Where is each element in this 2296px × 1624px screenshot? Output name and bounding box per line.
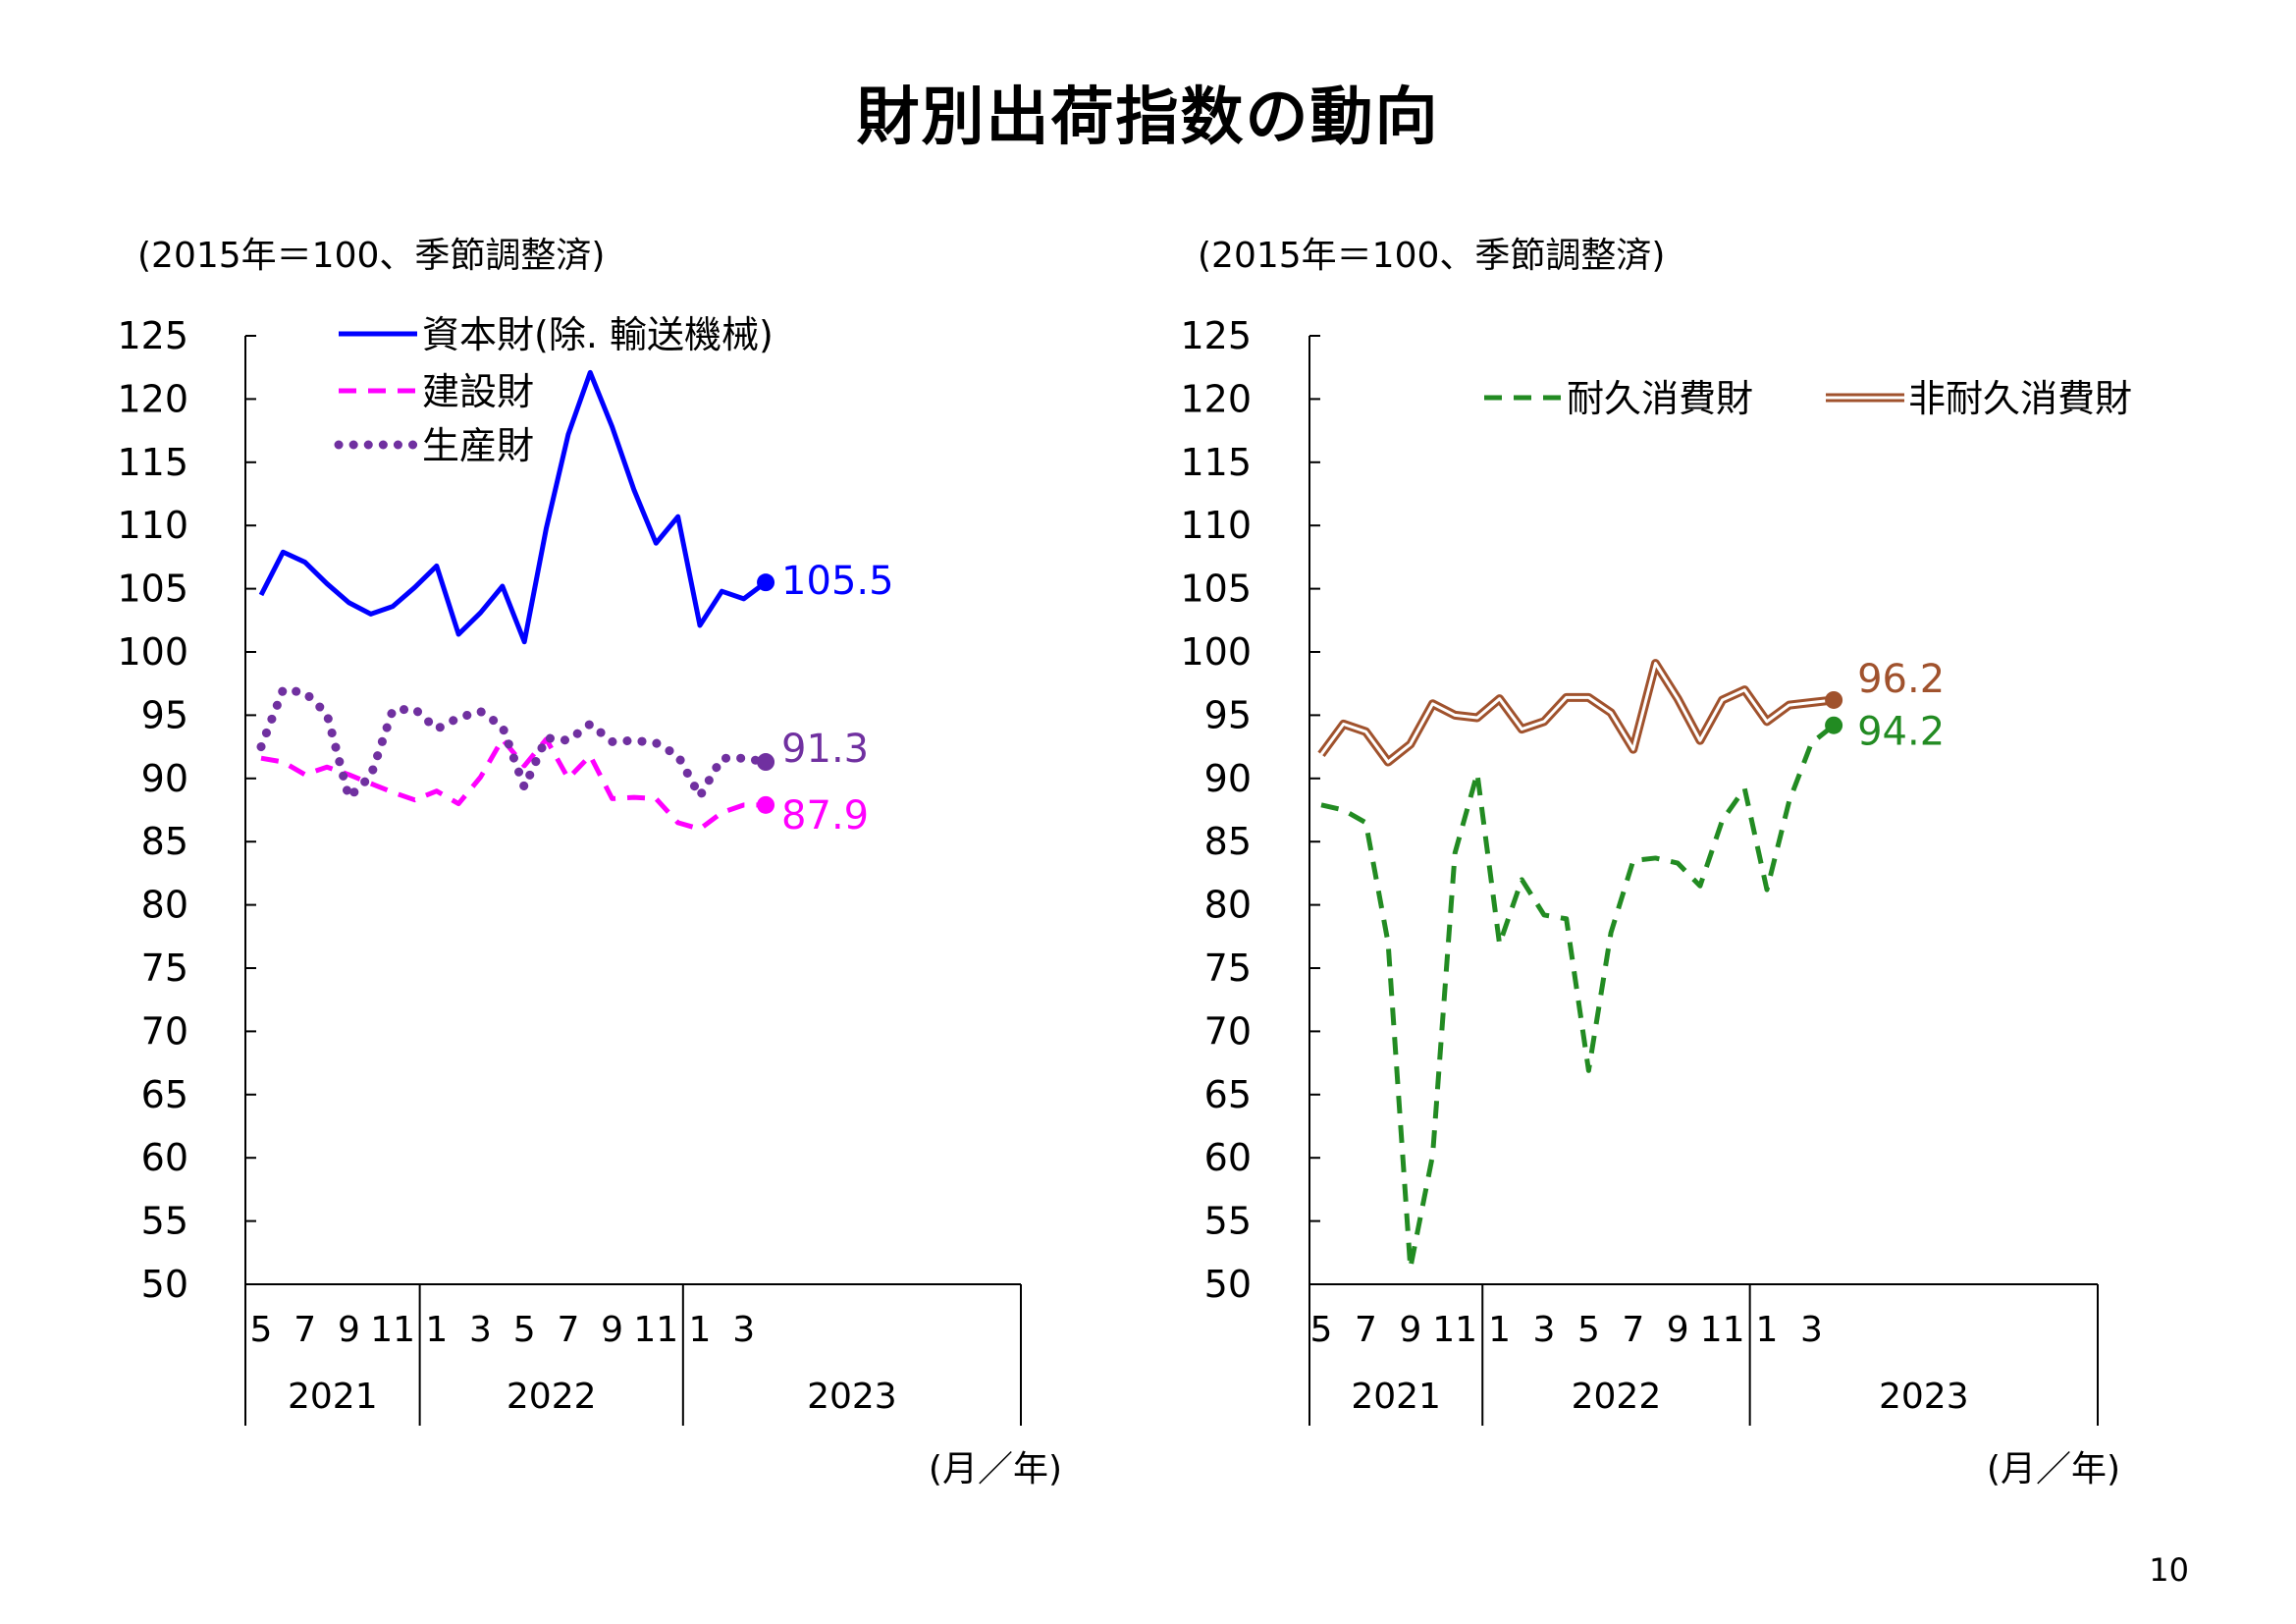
x-tick-label: 1 [1756,1310,1779,1350]
x-tick-label: 9 [338,1310,360,1350]
year-label: 2022 [1572,1377,1662,1417]
end-point-marker [1825,716,1843,734]
end-point-marker [757,795,775,814]
y-tick-label: 55 [141,1200,188,1243]
series-line-producer [256,685,771,802]
year-label: 2022 [507,1377,597,1417]
y-tick-label: 115 [1180,441,1252,484]
y-tick-label: 55 [1204,1200,1252,1243]
legend-label: 生産財 [422,424,534,467]
chart-right-consumer-goods: (2015年＝100、季節調整済)50556065707580859095100… [1180,236,2132,1489]
x-axis-label: (月／年) [929,1449,1062,1489]
y-tick-label: 100 [117,630,188,674]
y-tick-label: 120 [117,377,188,420]
data-label: 91.3 [781,727,869,772]
x-axis-label: (月／年) [1987,1449,2120,1489]
y-tick-label: 115 [117,441,188,484]
x-tick-label: 11 [633,1310,678,1350]
y-tick-label: 100 [1180,630,1252,674]
y-tick-label: 80 [1204,884,1252,927]
y-tick-label: 85 [1204,820,1252,863]
y-tick-label: 120 [1180,377,1252,420]
x-tick-label: 7 [557,1310,579,1350]
y-tick-label: 105 [117,568,188,611]
year-label: 2021 [288,1377,378,1417]
y-tick-label: 65 [141,1073,188,1116]
y-tick-label: 85 [141,820,188,863]
x-tick-label: 9 [601,1310,623,1350]
x-tick-label: 7 [1355,1310,1377,1350]
x-tick-label: 11 [1432,1310,1477,1350]
x-tick-label: 3 [469,1310,492,1350]
y-tick-label: 50 [141,1263,188,1306]
legend-label: 建設財 [422,370,534,413]
y-tick-label: 105 [1180,568,1252,611]
y-tick-label: 70 [1204,1009,1252,1053]
series-line-capital [258,369,768,645]
x-tick-label: 7 [294,1310,316,1350]
page-title: 財別出荷指数の動向 [856,81,1440,154]
x-tick-label: 3 [1800,1310,1823,1350]
y-tick-label: 80 [141,884,188,927]
end-point-marker [1825,690,1843,709]
y-tick-label: 125 [1180,314,1252,357]
x-tick-label: 1 [689,1310,712,1350]
x-tick-label: 7 [1622,1310,1644,1350]
y-tick-label: 110 [1180,504,1252,547]
x-tick-label: 5 [1310,1310,1333,1350]
y-tick-label: 95 [141,693,188,736]
year-label: 2023 [1879,1377,1969,1417]
page-number: 10 [2149,1551,2189,1589]
y-tick-label: 110 [117,504,188,547]
y-tick-label: 60 [141,1136,188,1179]
x-tick-label: 9 [1667,1310,1689,1350]
y-tick-label: 95 [1204,693,1252,736]
series-line-nondurable-inner [1319,662,1835,764]
chart-note: (2015年＝100、季節調整済) [1198,236,1665,276]
x-tick-label: 11 [370,1310,415,1350]
end-point-marker [757,753,775,772]
legend-label: 資本財(除. 輸送機械) [422,313,774,356]
legend-label: 耐久消費財 [1567,377,1753,420]
data-label: 105.5 [781,559,894,604]
series-line-nondurable [1317,659,1835,767]
y-tick-label: 75 [141,947,188,990]
x-tick-label: 5 [1577,1310,1600,1350]
chart-left-capital-construction-producer: (2015年＝100、季節調整済)50556065707580859095100… [117,236,1062,1489]
y-tick-label: 75 [1204,947,1252,990]
year-label: 2023 [807,1377,897,1417]
data-label: 87.9 [781,793,869,839]
x-tick-label: 1 [1488,1310,1511,1350]
y-tick-label: 70 [141,1009,188,1053]
x-tick-label: 9 [1399,1310,1421,1350]
legend-label: 非耐久消費財 [1908,377,2132,420]
series-line-construction [260,736,767,832]
series-line-durable [1320,723,1836,1271]
y-tick-label: 65 [1204,1073,1252,1116]
data-label: 94.2 [1857,710,1945,755]
y-tick-label: 90 [141,757,188,800]
y-tick-label: 50 [1204,1263,1252,1306]
x-tick-label: 5 [513,1310,536,1350]
data-label: 96.2 [1857,657,1945,702]
y-tick-label: 90 [1204,757,1252,800]
y-tick-label: 125 [117,314,188,357]
x-tick-label: 3 [732,1310,755,1350]
end-point-marker [757,573,775,592]
x-tick-label: 11 [1700,1310,1745,1350]
x-tick-label: 3 [1533,1310,1556,1350]
x-tick-label: 1 [425,1310,448,1350]
year-label: 2021 [1351,1377,1441,1417]
y-tick-label: 60 [1204,1136,1252,1179]
chart-note: (2015年＝100、季節調整済) [137,236,605,276]
x-tick-label: 5 [250,1310,273,1350]
